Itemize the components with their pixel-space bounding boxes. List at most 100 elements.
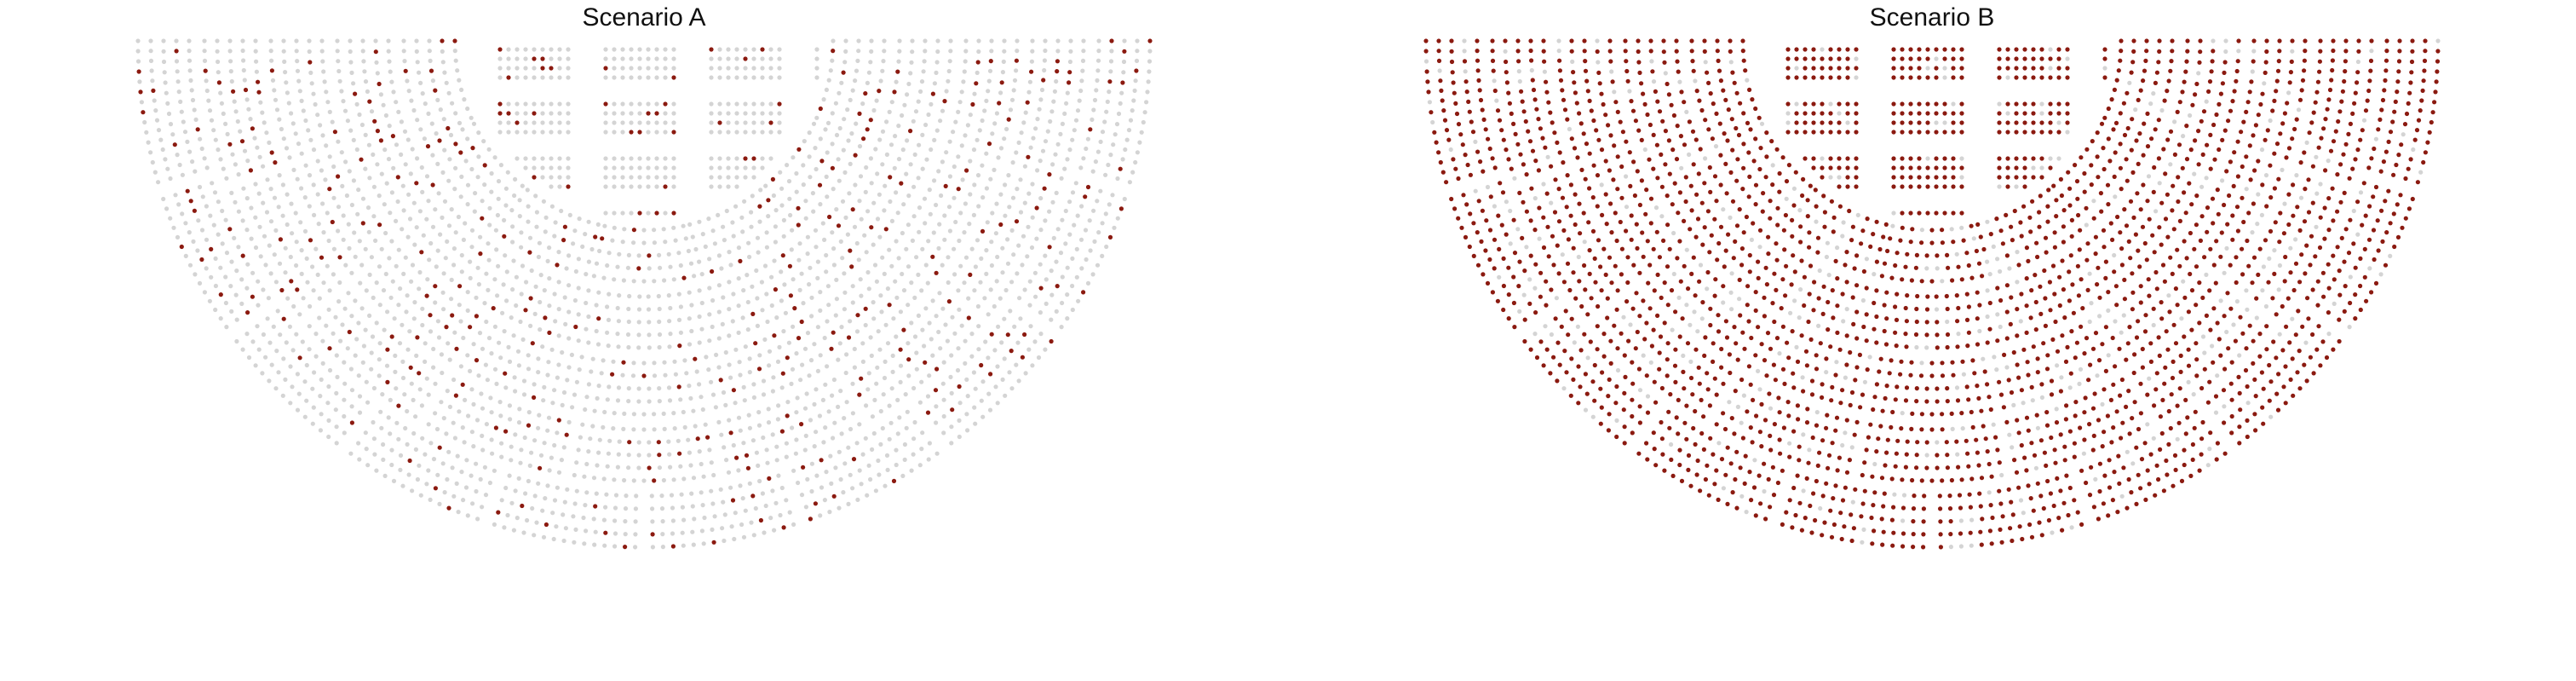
seat bbox=[148, 150, 153, 155]
seat bbox=[400, 322, 405, 327]
seat bbox=[1698, 147, 1703, 152]
seat bbox=[543, 496, 548, 501]
seat bbox=[2035, 254, 2040, 260]
seat bbox=[2378, 169, 2383, 174]
seat bbox=[2169, 392, 2174, 397]
seat bbox=[636, 307, 642, 312]
seat bbox=[984, 98, 989, 103]
seat bbox=[901, 202, 906, 207]
seat bbox=[492, 277, 497, 282]
seat bbox=[503, 253, 508, 258]
seat bbox=[399, 119, 404, 124]
seat bbox=[2216, 211, 2221, 216]
seat bbox=[1612, 143, 1617, 148]
seat bbox=[2254, 315, 2259, 320]
seat bbox=[278, 237, 283, 242]
seat bbox=[173, 193, 178, 198]
seat bbox=[764, 291, 769, 297]
seat bbox=[652, 427, 657, 432]
seat bbox=[854, 68, 860, 73]
seat bbox=[1648, 196, 1654, 201]
seat bbox=[375, 129, 380, 134]
seat bbox=[1108, 59, 1114, 64]
seat bbox=[980, 195, 986, 200]
seat bbox=[1766, 234, 1771, 240]
seat bbox=[393, 353, 398, 358]
seat bbox=[1810, 435, 1815, 441]
seat bbox=[366, 142, 371, 147]
seat bbox=[2293, 261, 2299, 266]
seat bbox=[180, 172, 185, 177]
seat bbox=[2068, 253, 2073, 258]
seat bbox=[302, 228, 308, 234]
seat bbox=[1757, 387, 1762, 392]
seat bbox=[561, 538, 566, 544]
seat bbox=[612, 518, 618, 523]
seat bbox=[773, 500, 779, 505]
seat bbox=[1698, 263, 1704, 268]
seat bbox=[2131, 370, 2136, 376]
seat bbox=[1791, 429, 1797, 434]
seat bbox=[1678, 134, 1683, 139]
seat bbox=[338, 338, 343, 343]
seat bbox=[812, 444, 817, 449]
seat bbox=[874, 279, 879, 284]
seat bbox=[709, 184, 714, 189]
seat bbox=[920, 166, 925, 171]
seat bbox=[734, 165, 739, 170]
seat bbox=[463, 397, 468, 402]
seat bbox=[1601, 246, 1607, 251]
seat bbox=[1611, 177, 1616, 182]
seat bbox=[999, 340, 1004, 345]
seat bbox=[577, 216, 582, 222]
seat bbox=[1862, 460, 1867, 465]
seat bbox=[223, 121, 228, 126]
seat bbox=[1677, 334, 1682, 339]
seat bbox=[803, 433, 808, 438]
seat bbox=[1517, 78, 1522, 84]
seat bbox=[520, 183, 525, 188]
seat bbox=[1147, 49, 1153, 54]
seat bbox=[307, 38, 312, 43]
seat bbox=[469, 245, 474, 250]
seat bbox=[312, 212, 317, 217]
seat bbox=[2141, 153, 2146, 158]
seat bbox=[667, 452, 672, 457]
seat bbox=[1733, 389, 1738, 394]
seat bbox=[846, 445, 851, 450]
seat bbox=[2302, 68, 2307, 73]
seat bbox=[785, 413, 790, 418]
seat bbox=[1786, 413, 1791, 418]
seat bbox=[1715, 38, 1720, 43]
seat bbox=[736, 330, 741, 335]
seat bbox=[877, 234, 883, 240]
seat bbox=[2168, 68, 2173, 73]
seat bbox=[657, 465, 663, 470]
seat bbox=[1849, 238, 1854, 243]
seat bbox=[2179, 316, 2184, 321]
seat bbox=[1058, 251, 1064, 256]
seat bbox=[248, 168, 253, 173]
seat bbox=[469, 387, 474, 392]
seat bbox=[1703, 156, 1708, 161]
seat bbox=[279, 287, 285, 293]
seat bbox=[508, 417, 513, 422]
seat bbox=[379, 425, 384, 430]
seat bbox=[827, 214, 832, 220]
seat bbox=[1528, 48, 1533, 54]
seat bbox=[1578, 231, 1583, 236]
seat bbox=[2165, 137, 2171, 142]
seat bbox=[289, 201, 294, 206]
seat bbox=[2088, 362, 2093, 367]
seat bbox=[1890, 409, 1895, 415]
seat bbox=[426, 468, 431, 473]
seat bbox=[1775, 205, 1780, 211]
seat bbox=[1812, 280, 1817, 285]
seat bbox=[345, 118, 350, 124]
seat bbox=[975, 70, 980, 75]
seat bbox=[281, 49, 286, 54]
seat bbox=[553, 220, 558, 225]
seat bbox=[532, 311, 538, 316]
seat bbox=[454, 346, 459, 351]
seat bbox=[663, 120, 668, 125]
